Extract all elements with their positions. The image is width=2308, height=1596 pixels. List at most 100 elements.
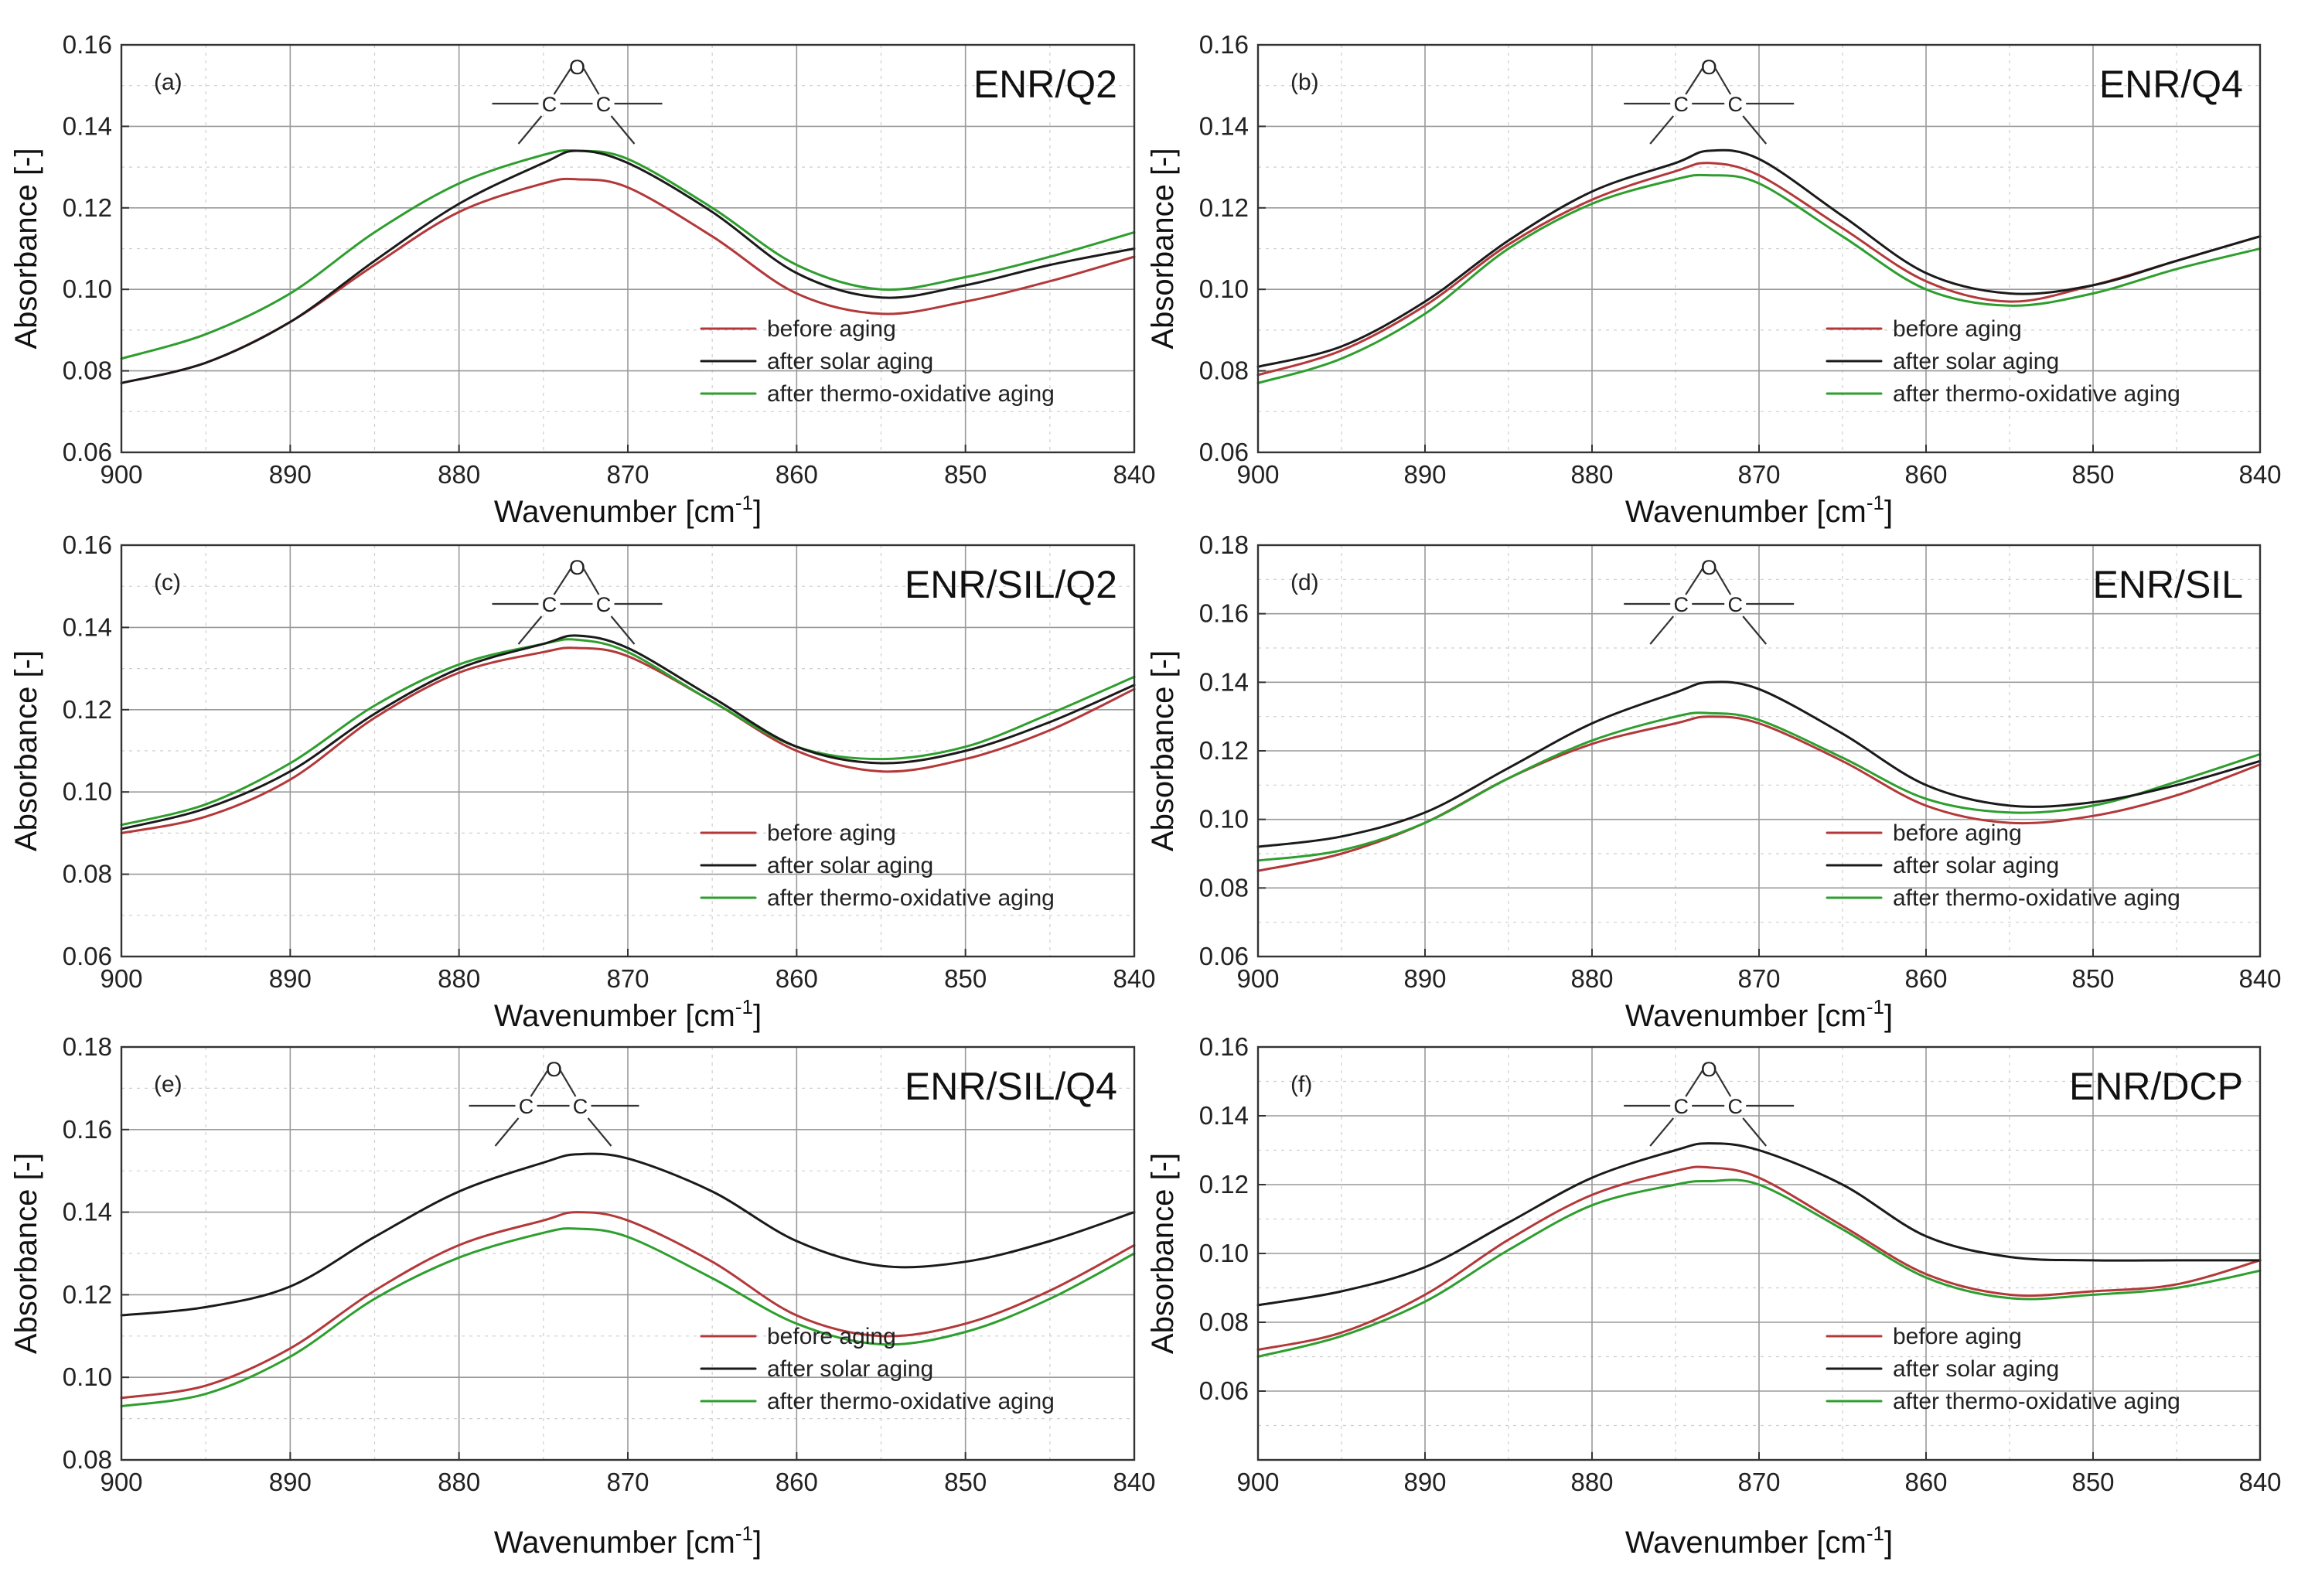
plot-frame [1256, 544, 2262, 958]
epoxide-bond [587, 1117, 612, 1147]
y-tick-label: 0.10 [63, 275, 112, 303]
y-tick-label: 0.14 [63, 111, 112, 140]
y-tick-label: 0.08 [63, 356, 112, 385]
epoxide-carbon-label: C [1673, 93, 1689, 116]
y-axis-title: Absorbance [-] [1146, 1153, 1180, 1354]
y-tick-label: 0.06 [1199, 1376, 1249, 1405]
epoxide-bond [1742, 1117, 1768, 1147]
y-tick-label: 0.12 [1199, 1170, 1249, 1199]
y-tick-label: 0.18 [63, 1032, 112, 1061]
epoxide-oxygen-label: O [569, 56, 585, 79]
epoxide-oxygen-label: O [546, 1058, 562, 1081]
x-tick-label: 850 [2071, 1468, 2114, 1496]
x-tick-label: 880 [438, 964, 480, 993]
y-tick-label: 0.12 [1199, 193, 1249, 222]
legend-label-before-aging: before aging [1893, 1324, 2022, 1349]
series-line-before-aging [1256, 1165, 2262, 1352]
x-axis-title-end: ] [1884, 999, 1893, 1033]
panel-title: ENR/SIL/Q2 [905, 563, 1117, 606]
x-tick-label: 870 [606, 1468, 649, 1496]
panel-f: 900 890 880 870 860 850 840 0.06 0.08 0.10 0.12 0.1… [1146, 1032, 2282, 1560]
x-tick-label: 880 [438, 1468, 480, 1496]
epoxide-carbon-label: C [1727, 93, 1743, 116]
epoxide-oxygen-label: O [1701, 56, 1717, 79]
x-tick-label: 900 [1236, 964, 1279, 993]
epoxide-carbon-label: C [1727, 1095, 1743, 1118]
epoxide-bond [1685, 67, 1704, 95]
y-tick-label: 0.16 [1199, 1032, 1249, 1061]
y-axis-title: Absorbance [-] [9, 1153, 43, 1354]
plot-frame [1256, 1045, 2262, 1461]
series-line-after-solar-aging [1256, 680, 2262, 848]
y-tick-label: 0.16 [63, 1115, 112, 1144]
y-tick-label: 0.14 [63, 612, 112, 641]
epoxide-bond [1714, 1069, 1732, 1097]
x-tick-label: 840 [1113, 1468, 1155, 1496]
epoxide-carbon-label: C [573, 1095, 588, 1118]
x-tick-label: 890 [1403, 460, 1446, 489]
x-tick-label: 840 [2238, 460, 2281, 489]
epoxide-oxygen-label: O [1701, 556, 1717, 579]
y-tick-label: 0.10 [63, 1362, 112, 1391]
x-axis-title: Wavenumber [cm-1] [1625, 1522, 1893, 1560]
x-tick-label: 900 [1236, 460, 1279, 489]
x-axis-title-end: ] [1884, 1526, 1893, 1560]
x-axis-title-end: ] [753, 495, 762, 529]
y-tick-label: 0.18 [1199, 530, 1249, 559]
epoxide-bond [610, 115, 636, 145]
series-line-before-aging [120, 1211, 1136, 1400]
x-axis-title-end: ] [753, 1526, 762, 1560]
x-tick-label: 860 [776, 460, 818, 489]
x-axis-title-main: Wavenumber [cm [494, 495, 735, 529]
x-tick-label: 870 [1737, 1468, 1780, 1496]
x-tick-label: 860 [1904, 460, 1947, 489]
x-tick-label: 860 [776, 964, 818, 993]
epoxide-bond [517, 616, 543, 645]
x-tick-label: 850 [944, 460, 987, 489]
panel-letter: (c) [154, 570, 181, 595]
epoxide-bond [553, 67, 572, 95]
epoxide-structure: OC C [492, 56, 663, 145]
legend-label-after-thermo-oxidative-aging: after thermo-oxidative aging [1893, 381, 2180, 407]
x-axis-title: Wavenumber [cm-1] [494, 995, 762, 1033]
x-axis-title-superscript: -1 [1867, 1522, 1884, 1545]
epoxide-carbon-label: C [1673, 593, 1689, 616]
epoxide-bond [1685, 568, 1704, 595]
legend: before aging after solar aging after therm… [700, 1324, 1055, 1414]
x-tick-label: 860 [1904, 964, 1947, 993]
y-axis-title: Absorbance [-] [1146, 650, 1180, 851]
y-axis-title: Absorbance [-] [9, 650, 43, 851]
x-tick-label: 840 [1113, 460, 1155, 489]
series-line-after-thermo-oxidative-aging [120, 1227, 1136, 1408]
x-axis-title-main: Wavenumber [cm [1625, 495, 1867, 529]
epoxide-carbon-label: C [1727, 593, 1743, 616]
series-line-after-solar-aging [1256, 148, 2262, 368]
x-tick-label: 890 [269, 964, 312, 993]
series-line-before-aging [120, 646, 1136, 834]
panel-title: ENR/SIL [2092, 563, 2243, 606]
legend: before aging after solar aging after therm… [1826, 316, 2180, 407]
series-line-after-solar-aging [1256, 1142, 2262, 1307]
y-tick-label: 0.14 [63, 1198, 112, 1226]
x-axis-title-superscript: -1 [1867, 491, 1884, 514]
y-tick-label: 0.12 [1199, 736, 1249, 765]
legend-label-before-aging: before aging [767, 316, 896, 342]
x-tick-label: 880 [1570, 964, 1613, 993]
panel-title: ENR/Q4 [2099, 63, 2243, 106]
epoxide-bond [1714, 568, 1732, 595]
epoxide-structure: OC C [1624, 56, 1795, 145]
x-axis-title: Wavenumber [cm-1] [1625, 995, 1893, 1033]
x-tick-label: 870 [606, 460, 649, 489]
panel-title: ENR/DCP [2069, 1065, 2243, 1108]
epoxide-carbon-label: C [596, 593, 612, 616]
legend: before aging after solar aging after therm… [700, 316, 1055, 407]
legend-label-after-solar-aging: after solar aging [767, 853, 933, 878]
epoxide-oxygen-label: O [569, 556, 585, 579]
panel-title: ENR/Q2 [973, 63, 1117, 106]
x-tick-label: 840 [1113, 964, 1155, 993]
epoxide-bond [559, 1069, 577, 1097]
epoxide-carbon-label: C [542, 593, 557, 616]
panel-d: 900 890 880 870 860 850 840 0.06 0.08 0.10 0.12 0.1… [1146, 530, 2282, 1033]
legend-label-after-thermo-oxidative-aging: after thermo-oxidative aging [767, 381, 1055, 407]
y-tick-label: 0.06 [1199, 438, 1249, 466]
